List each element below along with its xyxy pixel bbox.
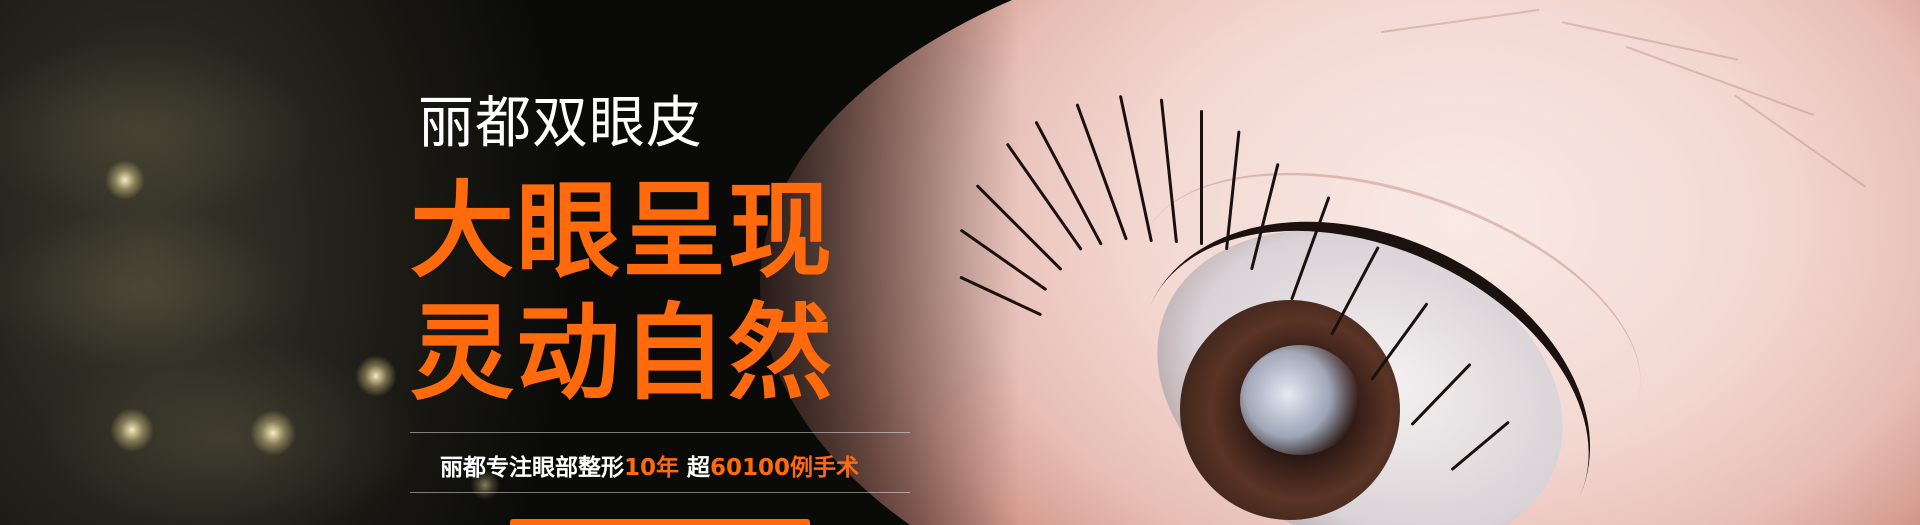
bokeh-light: [470, 470, 500, 500]
background-fold: [0, 40, 320, 220]
bokeh-light: [355, 355, 397, 397]
tagline-part-2: 超: [679, 455, 711, 481]
cta-bar-edge[interactable]: [510, 519, 810, 525]
bottom-divider: [410, 492, 910, 493]
skin-edge-shadow: [700, 0, 1020, 525]
headline-line-1: 大眼呈现: [410, 170, 835, 292]
bokeh-light: [110, 408, 154, 452]
brand-subtitle: 丽都双眼皮: [418, 91, 703, 156]
tagline-years: 10年: [624, 455, 680, 481]
eye-reflection: [1240, 345, 1360, 455]
tagline-part-1: 丽都专注眼部整形: [440, 455, 624, 481]
bokeh-light: [250, 410, 296, 456]
headline-line-2: 灵动自然: [410, 292, 835, 414]
top-divider: [410, 432, 910, 433]
background-fold: [0, 210, 300, 370]
promo-text-block: 丽都双眼皮 大眼呈现 灵动自然 丽都专注眼部整形10年 超60100例手术: [410, 0, 930, 525]
eyelash: [1200, 110, 1203, 245]
tagline-cases: 60100例手术: [710, 455, 860, 481]
bokeh-light: [105, 160, 145, 200]
headline: 大眼呈现 灵动自然: [410, 170, 930, 414]
tagline: 丽都专注眼部整形10年 超60100例手术: [440, 448, 859, 482]
